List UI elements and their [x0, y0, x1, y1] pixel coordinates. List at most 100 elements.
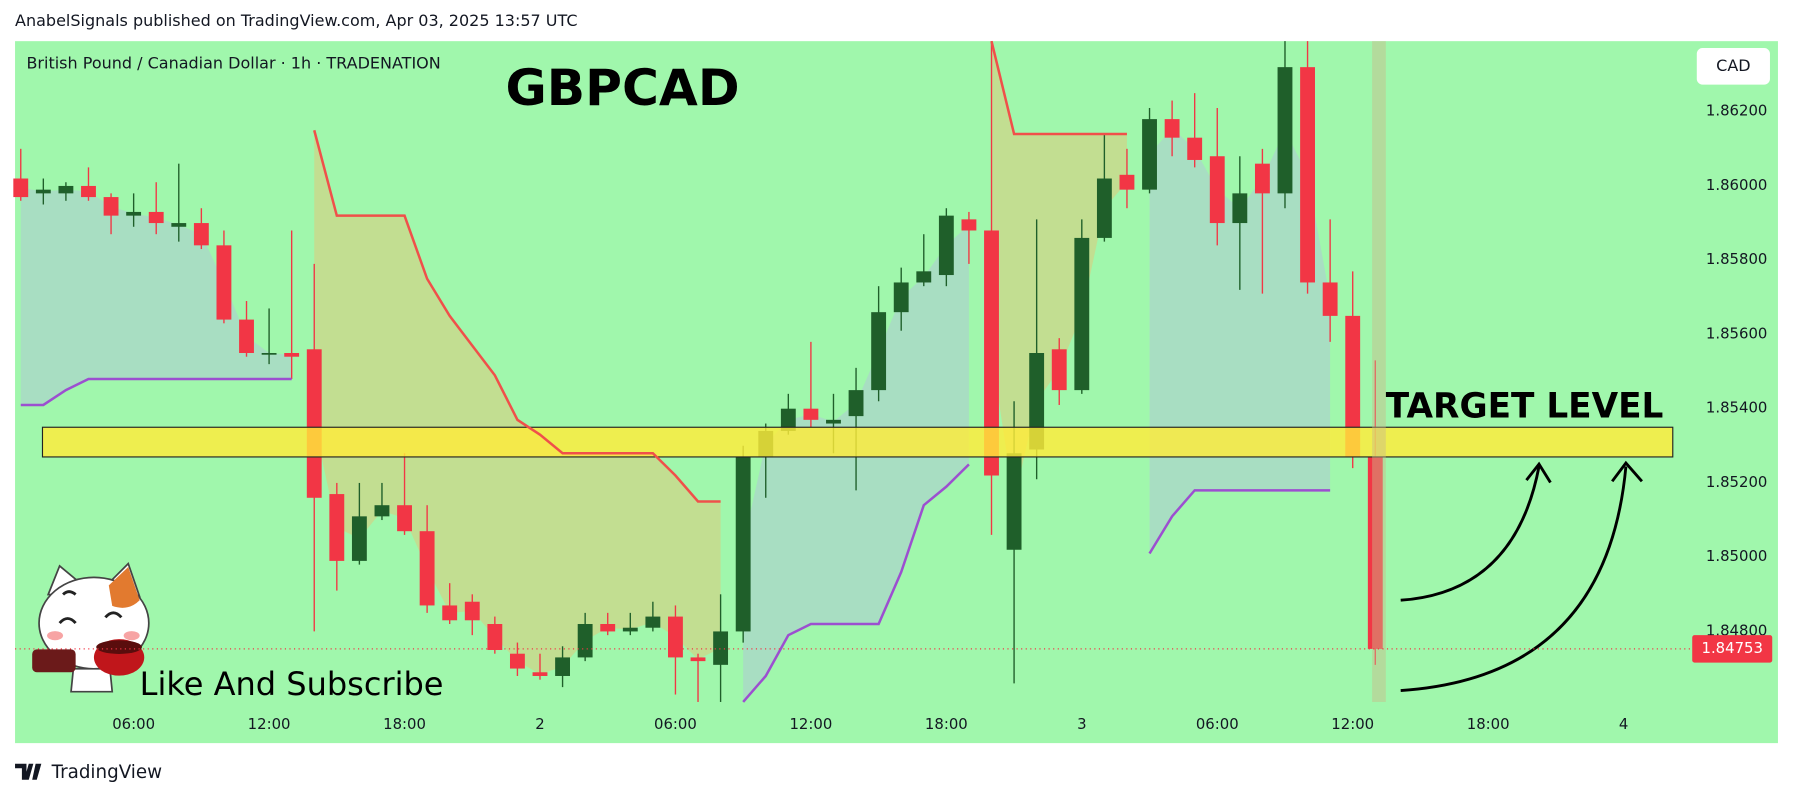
candle-body [306, 349, 322, 498]
candle-body [600, 624, 616, 632]
candle-body [1300, 67, 1315, 283]
candle-body [35, 189, 51, 194]
last-price-label: 1.84753 [1702, 639, 1763, 657]
x-tick-label: 06:00 [112, 715, 155, 733]
x-tick-label: 12:00 [248, 715, 291, 733]
candle-body [1232, 193, 1248, 224]
x-tick-label: 06:00 [1196, 715, 1239, 733]
footer: TradingView [15, 762, 162, 783]
candle-body [1029, 352, 1045, 450]
y-tick-label: 1.85000 [1706, 547, 1767, 565]
x-tick-label: 3 [1077, 715, 1086, 733]
candle-body [668, 616, 683, 658]
y-tick-label: 1.85400 [1706, 399, 1767, 417]
candle-body [284, 352, 300, 357]
candle-body [780, 408, 796, 431]
y-tick-label: 1.84800 [1706, 621, 1767, 639]
candle-body [442, 605, 458, 621]
target-label: TARGET LEVEL [1386, 386, 1664, 426]
candle-body [58, 185, 74, 194]
candle-body [464, 601, 480, 621]
candle-body [148, 211, 164, 224]
candle-body [916, 271, 932, 283]
candle-body [690, 657, 706, 662]
session-highlight [1372, 41, 1386, 702]
candle-body [1051, 349, 1067, 391]
trend-fill [20, 187, 292, 405]
trend-fill [314, 130, 721, 675]
candle-body [1142, 119, 1157, 190]
candle-body [374, 505, 390, 517]
candle-body [1322, 282, 1338, 316]
candle-body [1187, 137, 1203, 160]
trend-line [20, 377, 292, 407]
candle-body [1209, 156, 1225, 224]
candle-body [1096, 178, 1112, 238]
candle-body [261, 352, 277, 355]
x-tick-label: 12:00 [789, 715, 832, 733]
candle-body [735, 456, 751, 632]
candle-body [803, 408, 819, 420]
candle-body [577, 624, 593, 658]
publisher-line: AnabelSignals published on TradingView.c… [15, 11, 577, 30]
x-tick-label: 18:00 [1467, 715, 1510, 733]
trend-line [990, 40, 1127, 136]
y-tick-label: 1.86200 [1706, 102, 1767, 120]
candle-body [126, 211, 142, 216]
candle-body [1119, 174, 1135, 190]
mascot [32, 562, 150, 693]
candle-body [1345, 315, 1361, 457]
candle-body [509, 653, 525, 669]
currency-box[interactable] [1696, 48, 1770, 85]
x-tick-label: 06:00 [654, 715, 697, 733]
candle-body [351, 516, 367, 561]
candle-body [555, 657, 571, 676]
candle-body [622, 627, 638, 632]
footer-brand[interactable]: TradingView [51, 762, 163, 783]
candle-body [984, 230, 999, 476]
candle-body [13, 178, 29, 198]
candle-body [1367, 456, 1383, 649]
candle-body [103, 197, 119, 216]
y-tick-label: 1.85200 [1706, 473, 1767, 491]
candle-body [826, 419, 841, 424]
candle-body [645, 616, 661, 628]
x-tick-label: 2 [535, 715, 544, 733]
candle-body [487, 624, 503, 650]
candle-body [81, 185, 96, 198]
x-tick-label: 12:00 [1331, 715, 1374, 733]
currency-label[interactable]: CAD [1716, 56, 1750, 75]
trend-line [1148, 489, 1331, 555]
y-tick-label: 1.85600 [1706, 324, 1767, 342]
candle-body [871, 312, 887, 391]
candle-body [239, 319, 254, 353]
candle-body [532, 672, 548, 676]
candle-body [1006, 453, 1022, 550]
x-tick-label: 18:00 [925, 715, 968, 733]
y-tick-label: 1.85800 [1706, 250, 1767, 268]
trend-line [313, 129, 721, 503]
candle-body [1254, 163, 1270, 194]
candle-body [938, 215, 954, 276]
candle-body [397, 505, 412, 532]
last-price-box [1692, 635, 1773, 663]
candle-body [216, 245, 232, 320]
candle-body [329, 494, 345, 561]
candle-body [1164, 119, 1180, 138]
annotation: Like And Subscribe [140, 665, 444, 703]
chart-title: GBPCAD [506, 58, 740, 117]
x-tick-label: 18:00 [383, 715, 426, 733]
trend-fill [991, 41, 1127, 502]
candle-body [419, 531, 435, 606]
chart-subtitle: British Pound / Canadian Dollar · 1h · T… [26, 54, 440, 73]
x-tick-label: 4 [1619, 715, 1628, 733]
candle-body [1074, 237, 1090, 391]
candle-body [893, 282, 909, 313]
target-zone [41, 426, 1674, 458]
candle-body [1277, 67, 1293, 194]
candle-body [171, 223, 187, 227]
candle-body [713, 631, 729, 665]
trend-line [742, 463, 970, 703]
